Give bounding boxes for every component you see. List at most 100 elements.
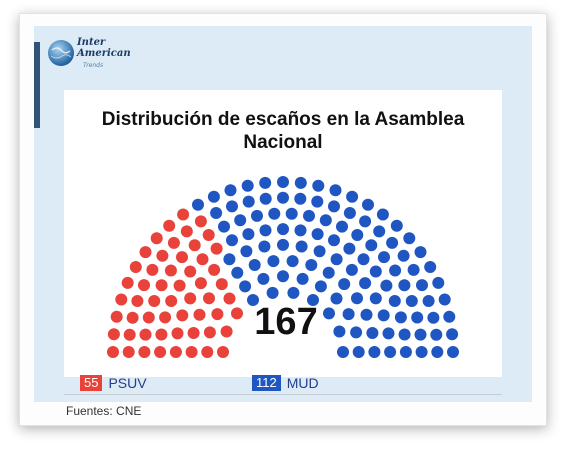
seat-mud: [226, 200, 238, 213]
seat-psuv: [193, 308, 206, 321]
seat-psuv: [107, 328, 120, 341]
seat-mud: [369, 265, 382, 278]
seat-mud: [336, 220, 348, 233]
seat-psuv: [159, 311, 172, 324]
accent-bar: [34, 42, 40, 128]
seat-mud: [403, 232, 416, 245]
seat-mud: [259, 176, 272, 189]
legend-psuv-label: PSUV: [108, 375, 147, 391]
seat-mud: [346, 190, 359, 203]
seat-mud: [427, 311, 440, 324]
seat-mud: [218, 220, 230, 233]
seat-mud: [224, 184, 237, 197]
seat-mud: [432, 276, 445, 289]
seat-psuv: [122, 346, 135, 358]
seat-mud: [210, 207, 223, 219]
seat-mud: [414, 328, 427, 341]
seat-psuv: [176, 251, 188, 264]
seat-psuv: [220, 325, 233, 338]
seat-psuv: [187, 327, 200, 339]
seat-psuv: [196, 253, 209, 266]
seat-mud: [443, 310, 456, 323]
seat-mud: [295, 240, 308, 253]
seat-psuv: [184, 292, 197, 305]
seat-mud: [259, 192, 272, 205]
seat-psuv: [173, 279, 186, 292]
seat-mud: [307, 294, 319, 306]
seat-psuv: [139, 328, 152, 341]
seat-psuv: [215, 278, 228, 291]
seat-mud: [338, 278, 351, 291]
seat-mud: [431, 346, 444, 358]
seat-mud: [360, 308, 373, 321]
seat-psuv: [217, 346, 229, 358]
seat-mud: [394, 311, 407, 324]
seat-mud: [313, 245, 326, 258]
seat-mud: [384, 346, 397, 358]
seat-psuv: [126, 311, 139, 324]
seat-mud: [231, 266, 244, 279]
seat-psuv: [176, 309, 189, 322]
seat-mud: [258, 240, 271, 253]
seat-mud: [447, 346, 459, 358]
seat-mud: [414, 246, 427, 259]
seat-mud: [398, 328, 411, 341]
seat-mud: [240, 245, 253, 258]
seat-mud: [241, 179, 254, 192]
seat-mud: [268, 207, 281, 220]
seat-mud: [234, 214, 247, 227]
seat-psuv: [177, 208, 190, 221]
seat-mud: [242, 195, 255, 208]
seat-psuv: [223, 292, 236, 305]
slide-background: Inter American Trends Distribución de es…: [34, 26, 532, 418]
legend-mud-count: 112: [252, 375, 281, 391]
logo-line2: American: [77, 48, 131, 59]
seat-mud: [438, 293, 451, 306]
seat-mud: [351, 292, 363, 305]
seat-mud: [350, 326, 363, 339]
seat-mud: [322, 266, 335, 279]
seat-psuv: [154, 346, 167, 358]
seat-mud: [359, 277, 372, 290]
seat-psuv: [184, 265, 197, 278]
divider: [64, 394, 502, 395]
seat-mud: [311, 195, 324, 208]
seat-mud: [267, 255, 280, 268]
seat-psuv: [110, 310, 123, 323]
seat-mud: [422, 295, 435, 307]
seat-psuv: [131, 295, 144, 307]
seat-psuv: [164, 264, 177, 277]
seat-mud: [397, 249, 410, 262]
seat-mud: [377, 309, 390, 322]
seat-mud: [333, 325, 346, 338]
seat-mud: [192, 198, 204, 211]
seat-mud: [382, 327, 395, 340]
seat-mud: [294, 224, 307, 237]
seat-mud: [259, 224, 272, 237]
seat-psuv: [167, 236, 180, 249]
seat-psuv: [210, 242, 223, 255]
seat-mud: [319, 214, 332, 227]
legend-psuv: 55 PSUV: [80, 374, 147, 392]
seat-mud: [311, 228, 324, 241]
slide-card: Inter American Trends Distribución de es…: [19, 13, 547, 426]
seat-mud: [294, 176, 307, 189]
seat-psuv: [155, 328, 168, 341]
seat-mud: [405, 295, 418, 307]
seat-mud: [312, 179, 325, 192]
seat-psuv: [115, 293, 128, 306]
total-seats: 167: [254, 301, 318, 343]
legend-psuv-count: 55: [80, 375, 103, 391]
seat-mud: [329, 184, 342, 197]
seat-psuv: [138, 346, 151, 358]
seat-mud: [376, 208, 389, 221]
seat-mud: [330, 253, 343, 266]
legend-mud-label: MUD: [286, 375, 319, 391]
seat-mud: [424, 261, 437, 273]
seat-mud: [277, 223, 289, 236]
interamerican-logo: Inter American Trends: [44, 34, 136, 78]
seat-mud: [226, 234, 238, 247]
seat-mud: [248, 259, 261, 271]
seat-mud: [415, 346, 428, 358]
seat-psuv: [208, 263, 221, 276]
